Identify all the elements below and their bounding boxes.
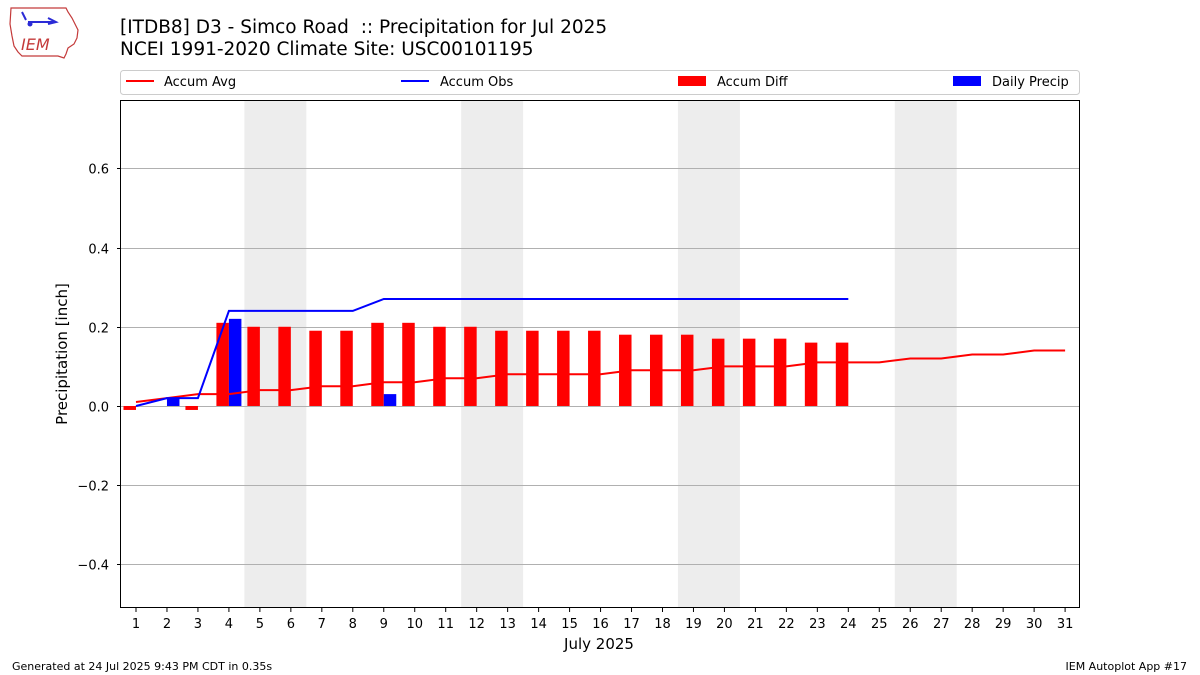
x-tick-label: 12 bbox=[468, 617, 485, 632]
x-tick-label: 13 bbox=[499, 617, 516, 632]
bar-daily-precip bbox=[383, 394, 397, 406]
bar-accum-diff bbox=[835, 342, 849, 406]
bar-accum-diff bbox=[340, 330, 353, 406]
bar-accum-diff bbox=[216, 322, 229, 406]
legend: Accum Avg Accum Obs Accum Diff Daily Pre… bbox=[120, 70, 1080, 95]
line-accum-avg bbox=[135, 349, 1066, 403]
y-tick-label: 0.0 bbox=[88, 401, 109, 416]
x-axis-ticks: 1 2 3 4 5 6 7 8 9 10 11 12 13 14 15 16 17 18 19 20 21 22 23 24 2… bbox=[132, 608, 1074, 632]
bar-accum-diff bbox=[557, 330, 570, 406]
chart-title: [ITDB8] D3 - Simco Road :: Precipitation… bbox=[120, 17, 607, 61]
x-tick-label: 4 bbox=[225, 617, 233, 632]
y-tick-label: −0.2 bbox=[77, 480, 109, 495]
x-tick-label: 3 bbox=[194, 617, 202, 632]
y-axis-ticks: −0.4 −0.2 0.0 0.2 0.4 0.6 bbox=[77, 163, 121, 574]
title-line-2: NCEI 1991-2020 Climate Site: USC00101195 bbox=[120, 39, 534, 60]
logo-text: IEM bbox=[21, 35, 50, 54]
x-tick-label: 22 bbox=[778, 617, 795, 632]
bar-accum-diff bbox=[526, 330, 539, 406]
legend-label-accum-diff: Accum Diff bbox=[717, 75, 789, 90]
y-axis-label: Precipitation [inch] bbox=[53, 283, 71, 425]
x-tick-label: 19 bbox=[685, 617, 702, 632]
weather-icon bbox=[21, 11, 59, 25]
plot-frame bbox=[120, 100, 1080, 608]
bar-accum-diff bbox=[711, 338, 725, 406]
x-tick-label: 16 bbox=[592, 617, 609, 632]
legend-swatch-accum-diff bbox=[678, 76, 706, 86]
x-tick-label: 8 bbox=[349, 617, 357, 632]
x-tick-label: 26 bbox=[902, 617, 919, 632]
x-tick-label: 30 bbox=[1026, 617, 1043, 632]
x-tick-label: 29 bbox=[995, 617, 1012, 632]
bar-accum-diff bbox=[804, 342, 818, 406]
x-tick-label: 27 bbox=[933, 617, 950, 632]
x-tick-label: 1 bbox=[132, 617, 140, 632]
x-tick-label: 10 bbox=[406, 617, 423, 632]
legend-frame bbox=[120, 70, 1080, 95]
legend-swatch-daily-precip bbox=[953, 76, 981, 86]
bar-series bbox=[123, 318, 849, 410]
y-tick-label: −0.4 bbox=[77, 559, 109, 574]
x-tick-label: 15 bbox=[561, 617, 578, 632]
y-tick-label: 0.4 bbox=[88, 243, 109, 258]
y-tick-label: 0.6 bbox=[88, 163, 109, 178]
app-credit: IEM Autoplot App #17 bbox=[1065, 660, 1188, 673]
x-tick-label: 25 bbox=[871, 617, 888, 632]
x-tick-label: 28 bbox=[964, 617, 981, 632]
line-accum-obs bbox=[135, 298, 849, 407]
y-tick-label: 0.2 bbox=[88, 322, 109, 337]
bar-accum-diff bbox=[464, 326, 477, 406]
bar-daily-precip bbox=[228, 318, 242, 406]
line-series bbox=[135, 298, 1066, 407]
x-axis-label: July 2025 bbox=[563, 635, 634, 653]
x-tick-label: 21 bbox=[747, 617, 764, 632]
x-tick-label: 6 bbox=[287, 617, 295, 632]
x-tick-label: 23 bbox=[809, 617, 826, 632]
bar-accum-diff bbox=[588, 330, 601, 406]
bar-accum-diff bbox=[495, 330, 508, 406]
x-tick-label: 11 bbox=[437, 617, 454, 632]
x-tick-label: 31 bbox=[1057, 617, 1074, 632]
legend-label-daily-precip: Daily Precip bbox=[992, 75, 1069, 90]
x-tick-label: 5 bbox=[256, 617, 264, 632]
x-tick-label: 20 bbox=[716, 617, 733, 632]
legend-label-accum-obs: Accum Obs bbox=[440, 75, 513, 90]
iowa-outline bbox=[9, 7, 79, 59]
bar-accum-diff bbox=[742, 338, 756, 406]
bar-accum-diff bbox=[185, 405, 198, 410]
bar-accum-diff bbox=[433, 326, 446, 406]
weekend-band bbox=[894, 101, 957, 608]
x-tick-label: 9 bbox=[380, 617, 388, 632]
bar-accum-diff bbox=[123, 405, 136, 410]
iem-logo: IEM bbox=[9, 7, 79, 59]
bar-accum-diff bbox=[773, 338, 787, 406]
bar-accum-diff bbox=[371, 322, 384, 406]
x-tick-label: 14 bbox=[530, 617, 547, 632]
bar-daily-precip bbox=[166, 398, 180, 406]
x-tick-label: 17 bbox=[623, 617, 640, 632]
sensor-icon bbox=[27, 21, 33, 27]
x-tick-label: 7 bbox=[318, 617, 326, 632]
legend-label-accum-avg: Accum Avg bbox=[164, 75, 236, 90]
generated-timestamp: Generated at 24 Jul 2025 9:43 PM CDT in … bbox=[12, 660, 273, 673]
bar-accum-diff bbox=[247, 326, 260, 406]
bar-accum-diff bbox=[309, 330, 322, 406]
bar-accum-diff bbox=[402, 322, 415, 406]
title-line-1: [ITDB8] D3 - Simco Road :: Precipitation… bbox=[120, 17, 608, 38]
x-tick-label: 18 bbox=[654, 617, 671, 632]
x-tick-label: 24 bbox=[840, 617, 857, 632]
bar-accum-diff bbox=[278, 326, 291, 406]
x-tick-label: 2 bbox=[163, 617, 171, 632]
